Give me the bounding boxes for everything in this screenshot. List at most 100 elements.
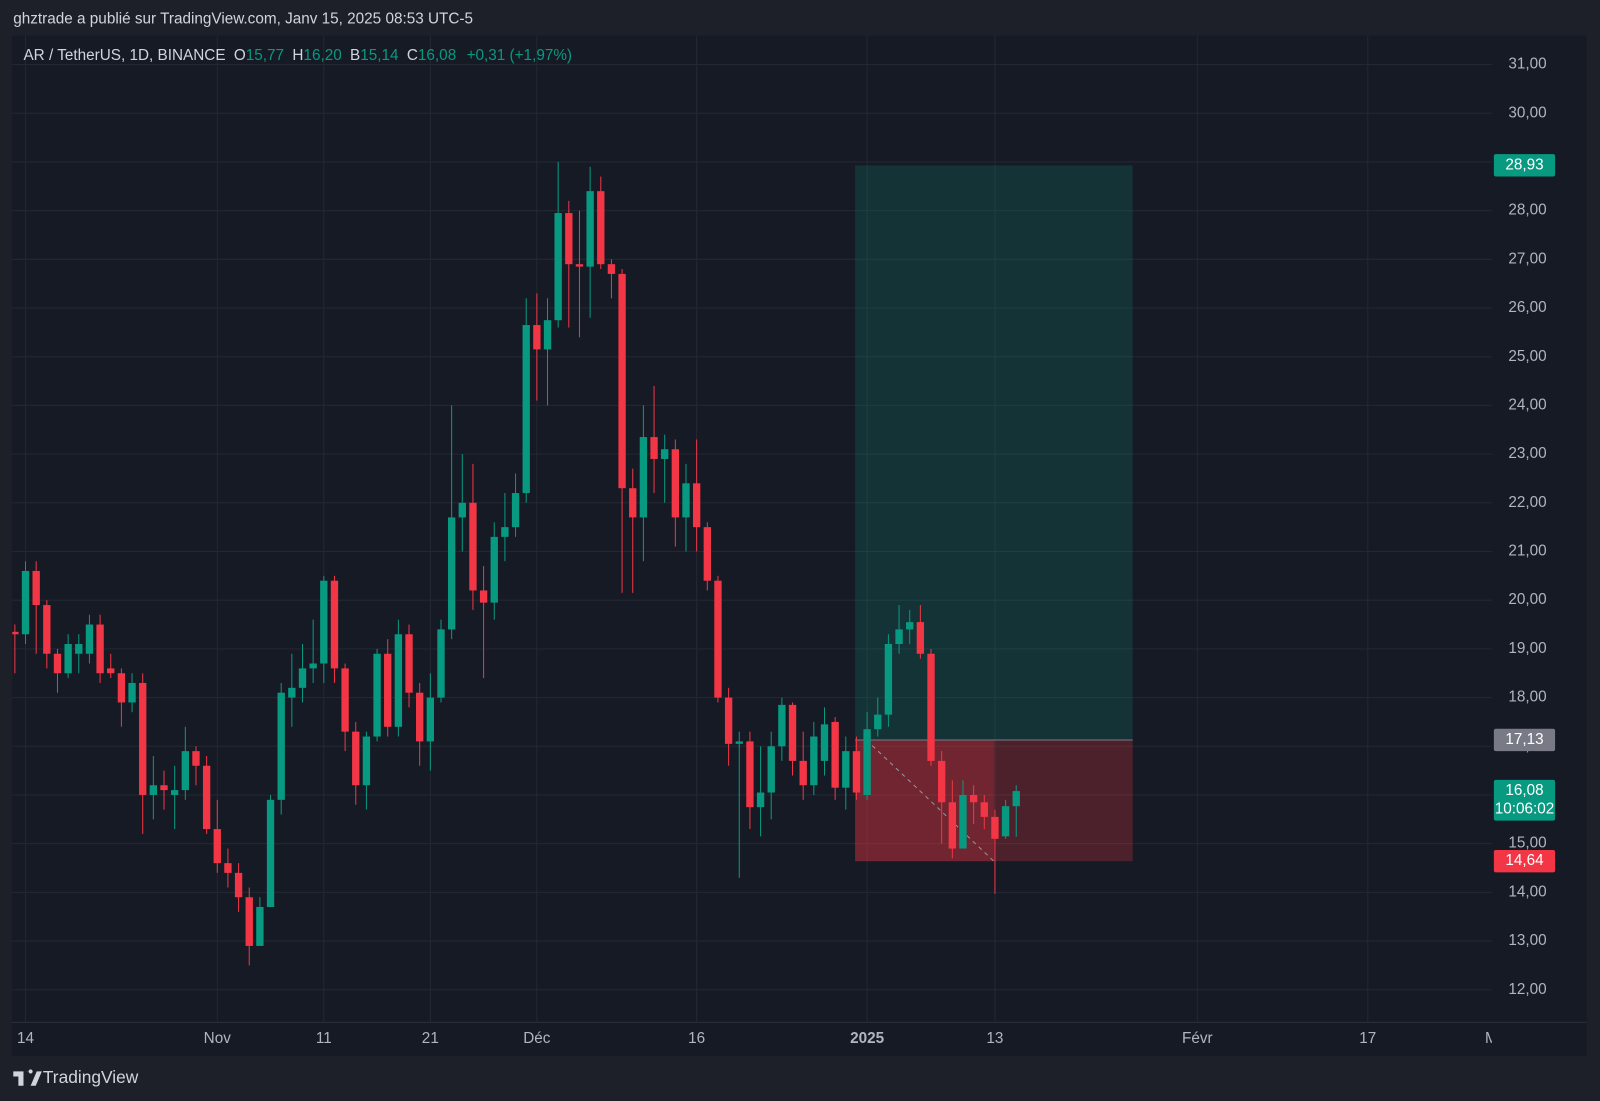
open-label: O: [234, 47, 246, 64]
candle-body: [937, 760, 946, 803]
candle-body: [991, 816, 999, 839]
y-tick-label: 27,00: [1508, 250, 1546, 267]
candle-body: [639, 437, 648, 518]
x-tick-label: Nov: [204, 1030, 232, 1047]
candle-body: [682, 483, 690, 518]
x-tick-label: Ma: [1485, 1030, 1507, 1047]
candle-body: [927, 653, 935, 761]
candle-body: [170, 790, 179, 795]
y-tick-label: 28,00: [1508, 202, 1546, 219]
candle-body: [490, 536, 498, 603]
candle-body: [85, 624, 94, 654]
price-tag-label: 14,64: [1505, 852, 1544, 869]
y-tick-label: 12,00: [1508, 981, 1546, 998]
y-tick-label: 20,00: [1508, 591, 1546, 608]
tradingview-logo: [13, 1069, 42, 1086]
y-tick-label: 25,00: [1508, 348, 1546, 365]
candle-body: [724, 697, 733, 744]
low-value: 15,14: [360, 47, 399, 64]
candle-body: [447, 517, 456, 630]
candle-body: [181, 751, 189, 791]
candle-body: [756, 792, 765, 808]
close-label: C: [407, 47, 418, 64]
candle-body: [735, 741, 743, 744]
x-axis: 14 Nov 11 21 Déc 16 2025 13 Févr 17 Ma: [17, 1030, 1507, 1047]
x-tick-label: 14: [17, 1030, 35, 1047]
candle-body: [202, 765, 211, 830]
candles: [12, 161, 1020, 966]
candle-body: [139, 682, 147, 795]
candle-body: [533, 325, 541, 350]
price-tag: [1493, 849, 1556, 873]
candle-body: [767, 746, 775, 793]
candle-body: [554, 213, 562, 321]
y-tick-label: 26,00: [1508, 299, 1546, 316]
y-tick-label: 24,00: [1508, 396, 1546, 413]
header: ghztrade a publié sur TradingView.com, J…: [13, 10, 473, 27]
candle-body: [778, 704, 786, 747]
candle-body: [53, 653, 62, 674]
candle-body: [213, 829, 221, 864]
candle-body: [884, 644, 893, 715]
candle-body: [479, 590, 488, 603]
candle-body: [565, 213, 573, 265]
price-tag-label: 16,08: [1505, 782, 1543, 799]
close-value: 16,08: [418, 47, 456, 64]
y-tick-label: 31,00: [1508, 56, 1546, 73]
candle-body: [820, 724, 829, 761]
candle-body: [458, 502, 466, 518]
candle-body: [256, 906, 264, 946]
x-tick-label: Févr: [1182, 1030, 1213, 1047]
x-tick-label: 16: [688, 1030, 705, 1047]
candle-body: [384, 653, 392, 727]
candle-body: [501, 527, 509, 537]
y-tick-label: 15,00: [1508, 835, 1546, 852]
candle-body: [192, 751, 200, 766]
x-tick-label: 2025: [850, 1030, 885, 1047]
candle-body: [852, 751, 861, 793]
candle-body: [32, 570, 40, 606]
candle-body: [405, 634, 413, 693]
candle-body: [629, 488, 637, 518]
candle-body: [714, 580, 722, 698]
candle-body: [12, 631, 19, 635]
candle-body: [373, 653, 381, 737]
y-tick-label: 22,00: [1508, 494, 1546, 511]
candle-body: [969, 794, 978, 803]
candle-body: [863, 729, 871, 795]
candle-body: [522, 325, 530, 494]
price-tag-label: 10:06:02: [1495, 800, 1555, 817]
chart-panel: [12, 35, 1587, 1057]
y-tick-label: 21,00: [1508, 543, 1546, 560]
candle-body: [671, 449, 680, 518]
candle-body: [607, 264, 616, 274]
candle-body: [650, 437, 658, 459]
candle-body: [107, 668, 115, 674]
candle-body: [416, 692, 424, 742]
candle-body: [96, 624, 104, 674]
candle-body: [64, 644, 72, 674]
candle-body: [245, 897, 253, 946]
profit-zone: [855, 165, 1133, 740]
y-tick-label: 14,00: [1508, 883, 1546, 900]
candle-body: [266, 799, 275, 907]
candle-body: [895, 629, 903, 645]
candle-body: [437, 629, 445, 698]
candle-body: [511, 493, 520, 528]
y-tick-label: 23,00: [1508, 445, 1546, 462]
footer-brand: TradingView: [43, 1067, 139, 1087]
open-value: 15,77: [246, 47, 284, 64]
y-tick-label: 13,00: [1508, 932, 1546, 949]
y-tick-label: 19,00: [1508, 640, 1546, 657]
candle-body: [21, 570, 30, 635]
candle-body: [43, 605, 51, 654]
candle-body: [906, 622, 914, 630]
candle-body: [426, 697, 435, 742]
candle-body: [575, 264, 584, 267]
loss-zone: [855, 739, 1133, 862]
candle-body: [234, 872, 243, 898]
candle-body: [288, 687, 296, 698]
candle-body: [1012, 791, 1020, 807]
